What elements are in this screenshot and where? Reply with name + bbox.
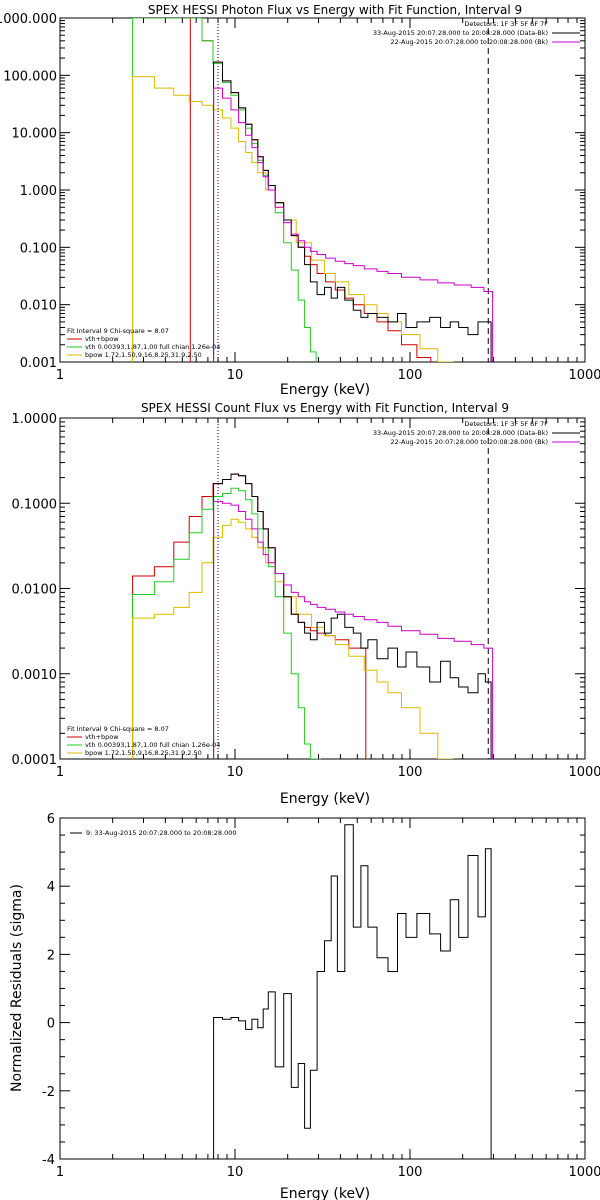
panel-title: SPEX HESSI Photon Flux vs Energy with Fi… (148, 3, 522, 17)
count-flux-panel: SPEX HESSI Count Flux vs Energy with Fit… (12, 401, 600, 807)
series-line-data (213, 473, 492, 759)
x-tick-label: 1 (56, 368, 64, 383)
y-tick-label: 0.0001 (12, 753, 58, 768)
x-axis-label: Energy (keV) (280, 382, 370, 398)
legend-left-line: Fit Interval 9 Chi-square = 8.07 (67, 327, 169, 335)
y-axis-label: Normalized Residuals (sigma) (9, 884, 25, 1092)
y-tick-label: 0 (47, 1017, 55, 1032)
legend-left-line: bpow 1.72,1.50,9.16,8.25,31.9,2.50 (85, 749, 202, 757)
legend-right-line: Detectors: 1F 3F 5F 6F 7F (464, 20, 548, 28)
y-tick-label: 1.000 (20, 184, 57, 199)
tick-layer: 1 10 100 1000 0.0001 0.0010 0.0100 0.1000 1.0000 (12, 412, 600, 780)
legend-left-line: vth 0.00393,1.87,1.00 full chian 1.26e-0… (85, 343, 220, 351)
y-tick-label: 0.001 (20, 356, 57, 371)
legend-right-line: 22-Aug-2015 20:07:28.000 to 20:08:28.000… (391, 438, 548, 446)
tick-layer: 1 10 100 1000 -4 -2 0 2 4 6 (42, 812, 600, 1180)
y-tick-label: 1000.000 (0, 12, 57, 27)
x-axis-label: Energy (keV) (280, 791, 370, 807)
legend-right: Detectors: 1F 3F 5F 6F 7F 33-Aug-2015 20… (373, 420, 580, 446)
y-tick-label: 0.0010 (12, 668, 58, 683)
legend-left-line: vth+bpow (85, 733, 119, 741)
legend-right-line: Detectors: 1F 3F 5F 6F 7F (464, 420, 548, 428)
x-tick-label: 10 (227, 765, 244, 780)
legend-left: 9: 33-Aug-2015 20:07:28.000 to 20:08:28.… (70, 829, 237, 837)
legend-right-line: 33-Aug-2015 20:07:28.000 to 20:08:28.000… (373, 429, 548, 437)
y-tick-label: 2 (47, 948, 55, 963)
y-tick-label: 100.000 (3, 69, 57, 84)
x-tick-label: 1000 (568, 1165, 600, 1180)
residuals-panel: Energy (keV) Normalized Residuals (sigma… (9, 812, 600, 1200)
series-line (213, 824, 492, 1159)
y-tick-label: 6 (47, 812, 55, 827)
y-tick-label: 0.010 (20, 299, 57, 314)
y-tick-label: 0.0100 (12, 583, 58, 598)
plot-frame (59, 417, 586, 760)
y-tick-label: 4 (47, 880, 55, 895)
legend-left-line: Fit Interval 9 Chi-square = 8.07 (67, 725, 169, 733)
series-line-background (213, 500, 494, 759)
x-tick-label: 10 (227, 368, 244, 383)
y-tick-label: 1.0000 (12, 412, 58, 427)
x-tick-label: 100 (398, 368, 423, 383)
x-tick-label: 1000 (568, 368, 600, 383)
legend-left: Fit Interval 9 Chi-square = 8.07 vth+bpo… (67, 327, 220, 359)
y-tick-label: 0.100 (20, 241, 57, 256)
plot-frame (59, 817, 586, 1160)
panel-title: SPEX HESSI Count Flux vs Energy with Fit… (141, 401, 509, 415)
series-line-bpow (132, 518, 454, 759)
x-tick-label: 100 (398, 765, 423, 780)
legend-right: Detectors: 1F 3F 5F 6F 7F 33-Aug-2015 20… (373, 20, 580, 46)
y-tick-label: 10.000 (12, 127, 58, 142)
legend-left-line: 9: 33-Aug-2015 20:07:28.000 to 20:08:28.… (86, 829, 237, 837)
y-tick-label: 0.1000 (12, 497, 58, 512)
series-line-vth (132, 18, 317, 362)
series-line-vth-bpow (189, 18, 432, 362)
photon-flux-panel: SPEX HESSI Photon Flux vs Energy with Fi… (0, 3, 600, 398)
series-line-vth-bpow (132, 473, 367, 759)
series-layer (213, 824, 492, 1159)
y-tick-label: -4 (42, 1153, 55, 1168)
series-line-vth (132, 487, 322, 759)
tick-layer: 1 10 100 1000 0.001 0.010 0.100 1.000 10.000 100.… (0, 12, 600, 383)
plot-frame (59, 17, 586, 363)
series-layer (132, 418, 494, 759)
series-line-bpow (132, 76, 454, 362)
legend-right-line: 33-Aug-2015 20:07:28.000 to 20:08:28.000… (373, 29, 548, 37)
legend-left-line: bpow 1.72,1.50,9.16,8.25,31.9,2.50 (85, 351, 202, 359)
x-tick-label: 1 (56, 765, 64, 780)
x-tick-label: 10 (227, 1165, 244, 1180)
series-layer (132, 18, 494, 362)
legend-right-line: 22-Aug-2015 20:07:28.000 to 20:08:28.000… (391, 38, 548, 46)
legend-left-line: vth 0.00393,1.87,1.00 full chian 1.26e-0… (85, 741, 220, 749)
legend-left-line: vth+bpow (85, 335, 119, 343)
series-line-data (213, 61, 492, 362)
series-line-background (213, 87, 494, 362)
x-tick-label: 100 (398, 1165, 423, 1180)
x-tick-label: 1 (56, 1165, 64, 1180)
x-tick-label: 1000 (568, 765, 600, 780)
legend-left: Fit Interval 9 Chi-square = 8.07 vth+bpo… (67, 725, 220, 757)
y-tick-label: -2 (42, 1085, 55, 1100)
x-axis-label: Energy (keV) (280, 1186, 370, 1200)
